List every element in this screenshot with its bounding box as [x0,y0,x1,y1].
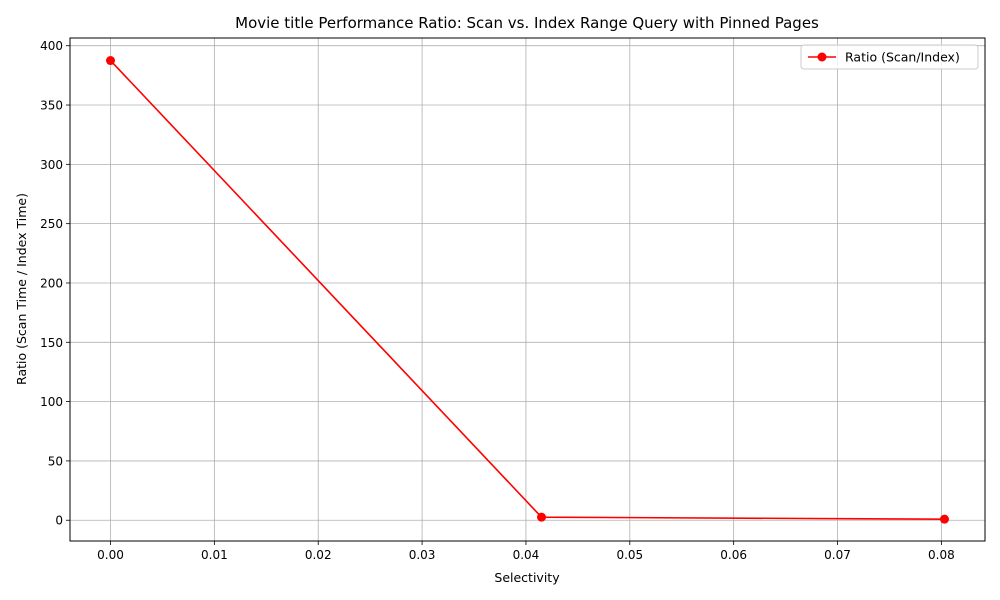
x-tick-label: 0.03 [409,548,436,562]
data-point [939,514,949,524]
legend-marker [817,52,827,62]
plot-area [106,56,949,524]
y-tick-label: 50 [48,454,63,468]
y-tick-label: 0 [55,514,63,528]
data-point [537,512,547,522]
x-tick-label: 0.04 [513,548,540,562]
y-axis-label: Ratio (Scan Time / Index Time) [14,193,29,385]
y-tick-label: 250 [40,217,63,231]
legend: Ratio (Scan/Index) [800,44,979,70]
x-axis-label: Selectivity [494,570,560,585]
y-tick-label: 100 [40,395,63,409]
y-tick-label: 200 [40,276,63,290]
legend-box [800,44,979,70]
grid-lines [70,38,985,541]
y-tick-label: 350 [40,99,63,113]
x-tick-label: 0.00 [97,548,124,562]
legend-label: Ratio (Scan/Index) [845,50,960,65]
x-tick-label: 0.07 [824,548,851,562]
axes-frame [69,37,986,542]
x-tick-label: 0.08 [928,548,955,562]
data-point [106,56,116,66]
chart-title: Movie title Performance Ratio: Scan vs. … [235,14,819,32]
x-axis-ticks: 0.00 0.01 0.02 0.03 0.04 0.05 0.06 0.07 0.08 [97,541,955,562]
x-tick-label: 0.06 [720,548,747,562]
y-tick-label: 400 [40,39,63,53]
x-tick-label: 0.02 [305,548,332,562]
y-tick-label: 300 [40,158,63,172]
x-tick-label: 0.05 [616,548,643,562]
y-axis-ticks: 0 50 100 150 200 250 300 350 400 [40,39,70,528]
y-tick-label: 150 [40,336,63,350]
x-tick-label: 0.01 [201,548,228,562]
